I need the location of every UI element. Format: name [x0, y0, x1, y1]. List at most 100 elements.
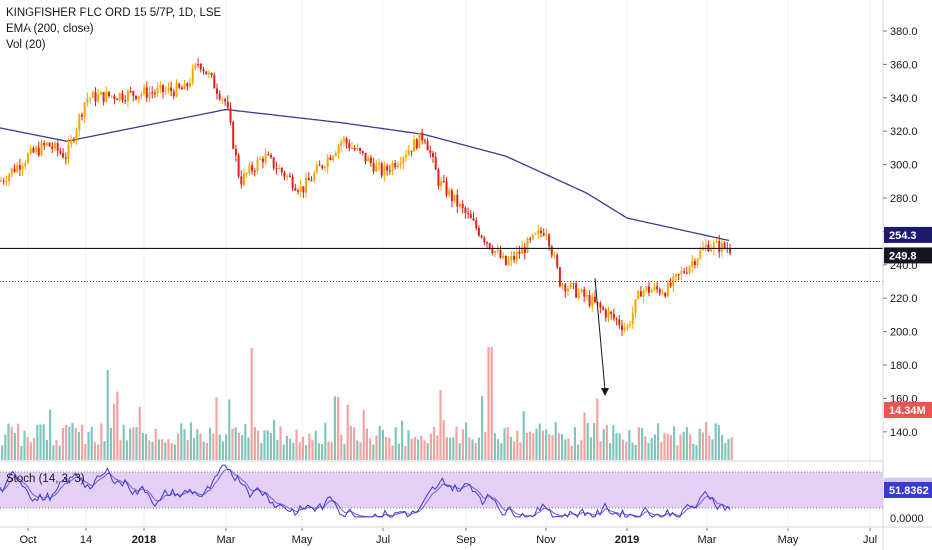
volume-bar: [180, 423, 183, 460]
candle: [137, 95, 140, 100]
volume-bar: [113, 403, 116, 460]
stoch-d-badge: 51.8362: [884, 482, 932, 499]
volume-bar: [161, 439, 164, 460]
candle: [677, 274, 680, 276]
symbol-title[interactable]: KINGFISHER PLC ORD 15 5/7P, 1D, LSE: [6, 7, 222, 19]
candle: [64, 157, 67, 159]
candle: [267, 154, 270, 156]
candle: [191, 68, 194, 83]
volume-bar: [593, 422, 596, 460]
volume-bar: [481, 395, 484, 460]
volume-bar: [23, 430, 26, 460]
candle: [108, 91, 110, 96]
ema-price-badge: 254.3: [884, 226, 932, 243]
candle: [585, 294, 588, 297]
volume-bar: [308, 433, 311, 460]
volume-bar: [727, 439, 730, 460]
candle: [631, 312, 634, 325]
candle: [143, 87, 146, 94]
volume-bar: [570, 445, 573, 460]
candle: [202, 69, 205, 72]
volume-bar: [487, 347, 490, 460]
volume-bar: [333, 396, 336, 460]
candle: [469, 213, 472, 219]
candle: [645, 286, 648, 291]
volume-bar: [449, 437, 452, 460]
candle: [602, 307, 605, 310]
candle: [13, 168, 16, 172]
volume-bar: [471, 439, 474, 460]
candle: [715, 241, 718, 243]
volume-bar: [177, 433, 180, 460]
candle: [434, 156, 437, 170]
volume-bar: [692, 443, 695, 460]
volume-bar: [199, 433, 202, 460]
volume-bar: [474, 442, 477, 460]
candle: [396, 164, 399, 168]
time-axis[interactable]: Oct 14 2018 Mar May Jul Sep Nov 2019 Mar May Jul: [19, 528, 877, 546]
volume-bar: [87, 432, 90, 460]
candle: [299, 186, 302, 192]
volume-bar: [90, 426, 93, 460]
candle: [710, 248, 713, 252]
time-tick-label: Nov: [536, 534, 556, 546]
price-tick-label: 220.0: [890, 293, 918, 305]
volume-bar: [535, 428, 538, 460]
volume-bar: [634, 444, 637, 460]
volume-bar: [289, 438, 292, 460]
volume-bar: [586, 422, 589, 460]
volume-bar: [330, 442, 333, 460]
volume-bar: [215, 397, 218, 460]
candle: [564, 284, 567, 292]
candle: [415, 139, 418, 149]
volume-bar: [509, 436, 512, 460]
price-tick-label: 300.0: [890, 160, 918, 172]
volume-bar: [295, 429, 298, 460]
volume-bar: [253, 426, 256, 460]
volume-bar: [221, 441, 224, 460]
volume-bar: [436, 435, 439, 460]
volume-bar: [81, 424, 84, 460]
candle: [32, 148, 35, 153]
candle: [693, 261, 696, 265]
candle: [278, 167, 281, 170]
candle: [0, 180, 2, 182]
volume-indicator-label[interactable]: Vol (20): [6, 39, 46, 51]
candle: [523, 247, 526, 253]
volume-bar: [285, 435, 288, 460]
volume-bar: [455, 426, 458, 460]
candle: [48, 142, 51, 147]
candle: [121, 93, 124, 100]
volume-bar: [452, 437, 455, 460]
volume-bar: [301, 436, 304, 460]
ema-line: [0, 109, 730, 242]
volume-bar: [349, 425, 352, 460]
stoch-indicator-label[interactable]: Stoch (14, 3, 3): [6, 473, 85, 485]
candle: [313, 172, 316, 181]
volume-bar: [490, 347, 493, 460]
price-tick-label: 200.0: [890, 327, 918, 339]
candle: [194, 63, 197, 69]
candle: [94, 91, 97, 102]
candle: [135, 95, 137, 100]
stoch-axis[interactable]: 0.000059.698751.8362: [884, 477, 932, 525]
volume-bar: [266, 430, 269, 460]
stoch-band: [0, 472, 883, 508]
price-axis[interactable]: 380.0360.0340.0320.0300.0280.0260.0240.0…: [883, 26, 932, 439]
svg-text:51.8362: 51.8362: [889, 485, 929, 497]
candle: [499, 249, 502, 258]
candle: [167, 87, 170, 91]
volume-bar: [609, 443, 612, 460]
candle: [496, 249, 499, 252]
volume-bar: [708, 435, 711, 460]
volume-bar: [410, 438, 413, 460]
volume-bar: [602, 429, 605, 460]
volume-bar: [84, 443, 87, 460]
volume-bar: [666, 434, 669, 460]
candle: [472, 218, 475, 221]
candle: [729, 248, 731, 254]
candle: [340, 141, 343, 146]
volume-bar: [641, 427, 644, 460]
volume-bar: [673, 426, 676, 460]
